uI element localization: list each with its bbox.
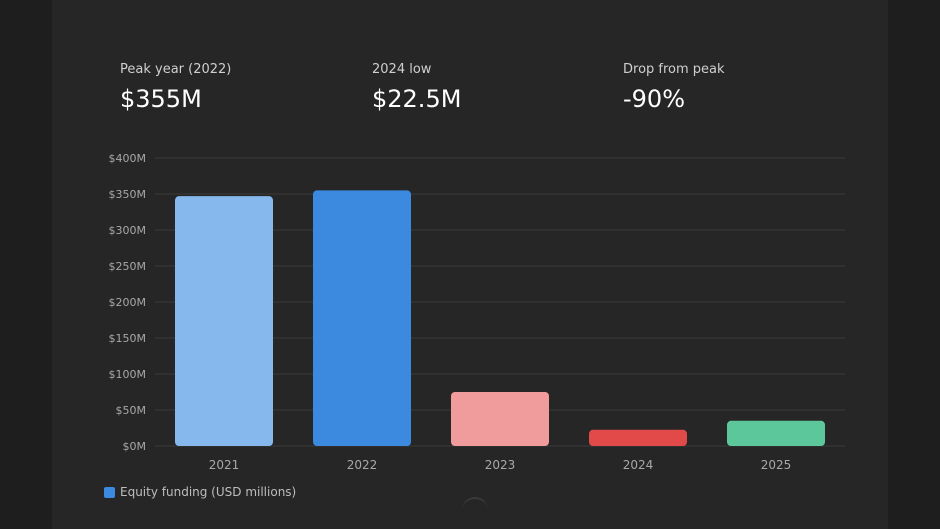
y-tick-label: $50M (116, 404, 147, 417)
x-tick-label: 2022 (347, 458, 378, 472)
y-tick-label: $0M (123, 440, 147, 453)
x-tick-label: 2025 (761, 458, 792, 472)
y-tick-label: $250M (109, 260, 147, 273)
chart-legend[interactable]: Equity funding (USD millions) (104, 485, 296, 499)
y-tick-label: $350M (109, 188, 147, 201)
stat-peak-year: Peak year (2022) $355M (120, 62, 231, 113)
bar-2025[interactable] (727, 420, 825, 446)
x-tick-label: 2023 (485, 458, 516, 472)
stat-label: Drop from peak (623, 62, 725, 77)
x-tick-label: 2021 (209, 458, 240, 472)
stat-value: $355M (120, 85, 202, 113)
stat-drop: Drop from peak -90% (623, 62, 725, 113)
stat-label: Peak year (2022) (120, 62, 232, 77)
y-tick-label: $400M (109, 152, 147, 165)
stat-label: 2024 low (372, 62, 432, 77)
y-tick-label: $300M (109, 224, 147, 237)
stat-low-year: 2024 low $22.5M (372, 62, 461, 113)
bar-2022[interactable] (313, 190, 411, 446)
stat-value: -90% (623, 85, 686, 113)
y-tick-label: $150M (109, 332, 147, 345)
scroll-indicator-icon (462, 497, 488, 513)
x-tick-label: 2024 (623, 458, 654, 472)
bar-2021[interactable] (175, 196, 273, 446)
legend-label: Equity funding (USD millions) (120, 485, 297, 499)
legend-swatch (104, 486, 115, 498)
stat-value: $22.5M (372, 85, 462, 113)
bar-2024[interactable] (589, 429, 687, 446)
bar-2023[interactable] (451, 392, 549, 446)
y-tick-label: $200M (109, 296, 147, 309)
y-tick-label: $100M (109, 368, 147, 381)
